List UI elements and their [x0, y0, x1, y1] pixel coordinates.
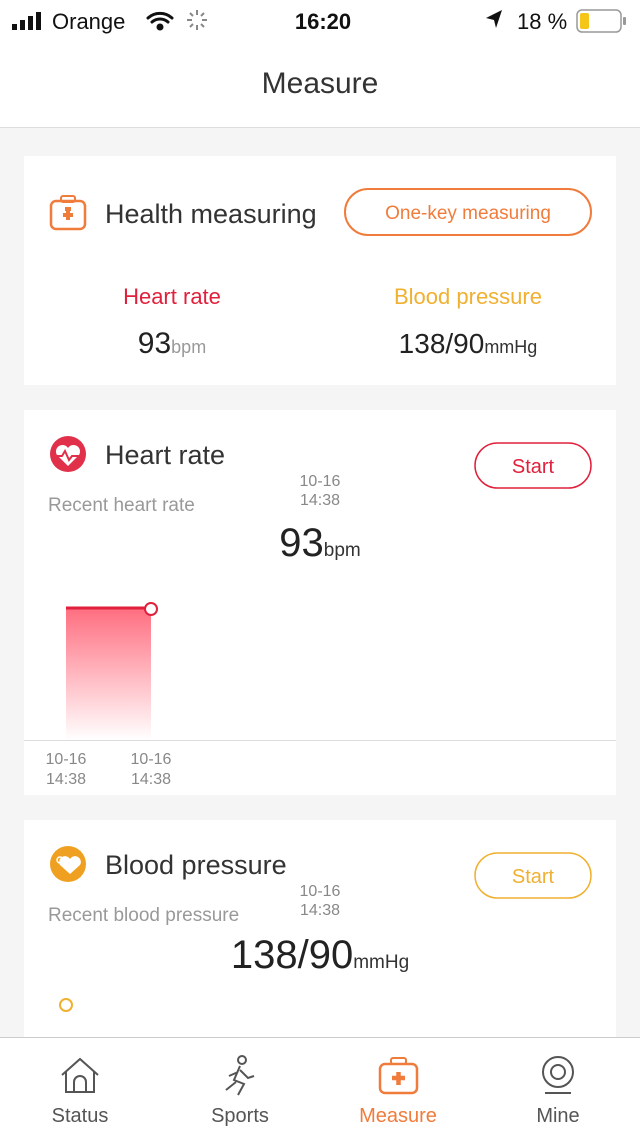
page-title: Measure [262, 67, 379, 100]
metric-value: 138/90mmHg [399, 328, 538, 359]
unit: bpm [324, 540, 361, 561]
subtitle: Recent heart rate [48, 495, 195, 516]
button-outline[interactable] [474, 852, 592, 899]
heart-rate-area [66, 608, 151, 740]
unit: mmHg [353, 952, 409, 973]
subtitle: Recent blood pressure [48, 905, 239, 926]
battery-level: 18 % [517, 9, 567, 34]
location-icon [486, 10, 502, 28]
home-icon[interactable] [61, 1057, 99, 1093]
tab-measure[interactable]: Measure [359, 1057, 437, 1127]
date: 10-16 [300, 883, 341, 900]
time: 14:38 [300, 902, 340, 919]
tab-sports[interactable]: Sports [211, 1055, 269, 1127]
start-button[interactable]: Start [474, 442, 592, 489]
tab-label[interactable]: Status [52, 1105, 109, 1127]
recent-value: 138/90mmHg [231, 933, 409, 977]
tab-label[interactable]: Sports [211, 1105, 269, 1127]
card-title: Blood pressure [105, 850, 287, 880]
value: 93 [279, 521, 324, 565]
unit: bpm [171, 337, 206, 357]
runner-icon[interactable] [225, 1055, 255, 1096]
carrier: Orange [52, 9, 125, 34]
unit: mmHg [484, 337, 537, 357]
time: 14:38 [300, 492, 340, 509]
clock: 16:20 [295, 9, 351, 34]
button-outline[interactable] [474, 442, 592, 489]
start-button[interactable]: Start [474, 852, 592, 899]
heart-icon [50, 436, 86, 472]
tab-status[interactable]: Status [52, 1057, 109, 1127]
activity-icon [187, 10, 207, 30]
axis-time: 14:38 [46, 771, 86, 788]
signal-icon [12, 12, 41, 30]
button-label[interactable]: One-key measuring [385, 203, 551, 224]
value: 138/90 [231, 933, 353, 977]
date: 10-16 [300, 473, 341, 490]
axis-date: 10-16 [46, 751, 87, 768]
top-bar [0, 0, 640, 127]
value: 93 [138, 327, 171, 360]
tab-label[interactable]: Mine [536, 1105, 579, 1127]
heart-rate-point [144, 602, 158, 616]
axis-time: 14:38 [131, 771, 171, 788]
battery-icon [576, 9, 626, 33]
recent-value: 93bpm [279, 521, 360, 565]
button-outline[interactable] [344, 188, 592, 236]
tab-label[interactable]: Measure [359, 1105, 437, 1127]
blood-pressure-point [59, 998, 73, 1012]
metric-label: Heart rate [123, 284, 221, 309]
medical-kit-icon[interactable] [378, 1057, 419, 1095]
card-title: Health measuring [105, 199, 317, 229]
card-title: Heart rate [105, 440, 225, 470]
tab-bar [0, 1037, 640, 1136]
tab-mine[interactable]: Mine [536, 1056, 580, 1127]
profile-icon[interactable] [542, 1056, 574, 1094]
medical-kit-icon [49, 195, 87, 231]
button-label[interactable]: Start [512, 866, 555, 888]
metric-value: 93bpm [138, 327, 206, 360]
axis-date: 10-16 [131, 751, 172, 768]
metric-label: Blood pressure [394, 284, 542, 309]
button-label[interactable]: Start [512, 456, 555, 478]
one-key-button[interactable]: One-key measuring [344, 188, 592, 236]
wifi-icon [146, 11, 174, 31]
blood-pressure-icon [50, 846, 86, 882]
value: 138/90 [399, 328, 485, 359]
